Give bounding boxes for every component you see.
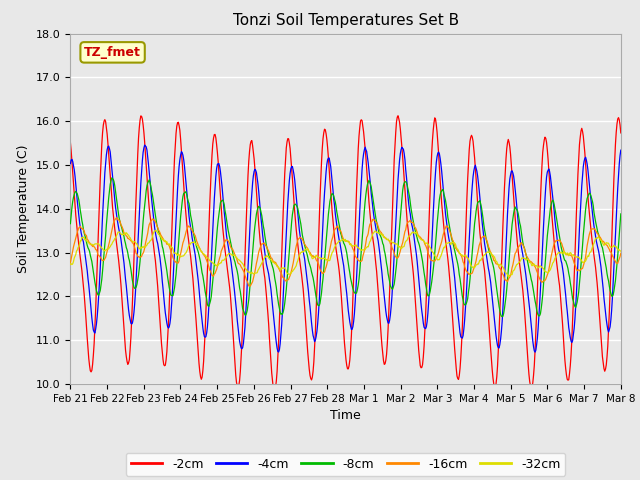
X-axis label: Time: Time	[330, 409, 361, 422]
Y-axis label: Soil Temperature (C): Soil Temperature (C)	[17, 144, 30, 273]
Title: Tonzi Soil Temperatures Set B: Tonzi Soil Temperatures Set B	[232, 13, 459, 28]
Text: TZ_fmet: TZ_fmet	[84, 46, 141, 59]
Legend: -2cm, -4cm, -8cm, -16cm, -32cm: -2cm, -4cm, -8cm, -16cm, -32cm	[126, 453, 565, 476]
